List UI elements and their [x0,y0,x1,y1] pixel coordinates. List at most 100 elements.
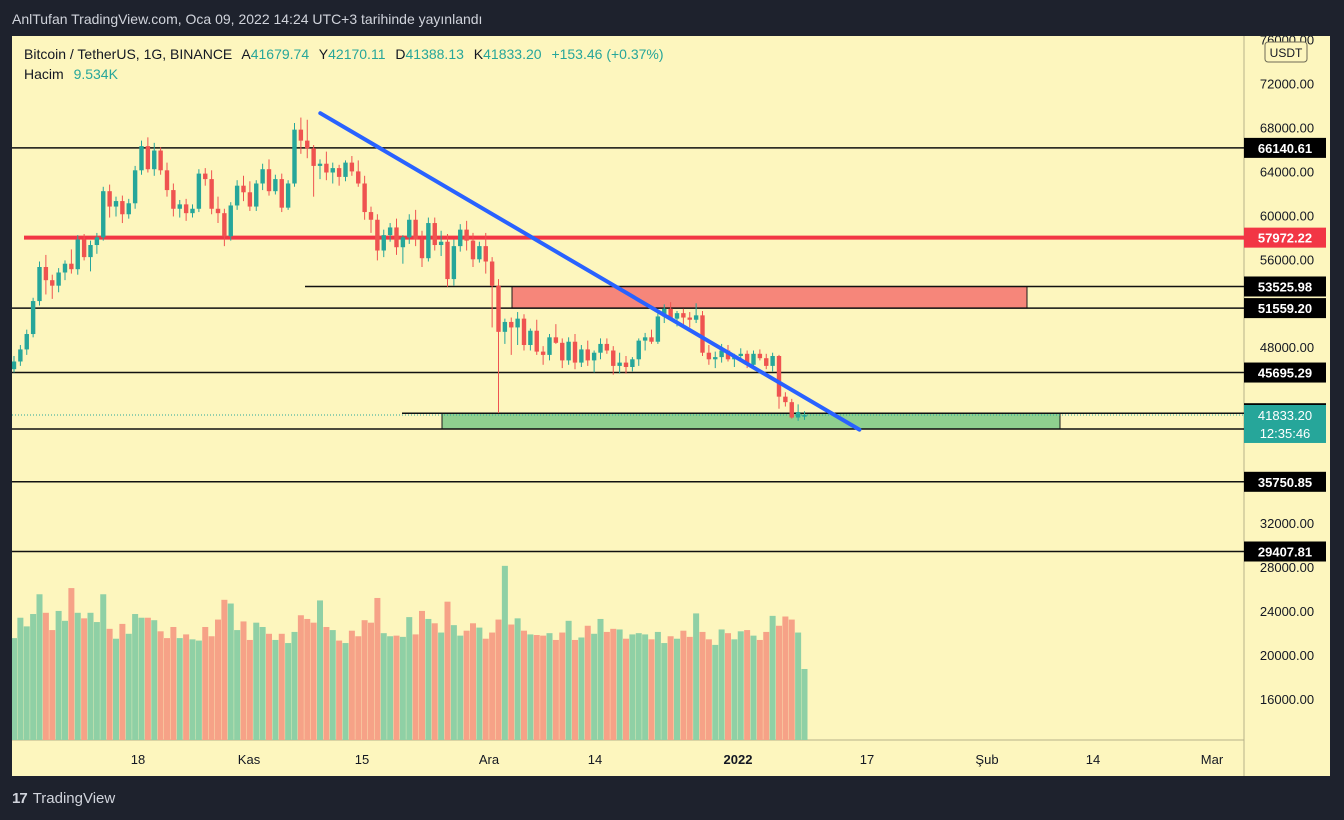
volume-bar [81,618,88,740]
volume-bar [368,622,374,740]
current-price-badge [1244,404,1326,443]
candle-body [285,183,291,208]
candle-body [560,342,565,361]
volume-bar [769,615,776,740]
candle-body [56,272,61,286]
candle-body [209,179,214,209]
volume-bar [578,637,585,740]
volume-bar [170,626,177,740]
volume-bar [310,622,317,740]
volume-bar [266,633,272,740]
candle-body [43,266,49,281]
volume-bar [667,636,674,740]
candle-body [668,308,673,319]
candle-body [579,349,584,363]
volume-bar [559,632,566,740]
volume-bar [552,639,559,740]
volume-bar [374,597,381,740]
candle-body [400,237,406,248]
legend-text: Bitcoin / TetherUS, 1G, BINANCE A41679.7… [24,46,664,62]
price-tick-label: 72000.00 [1260,77,1314,92]
chart-svg[interactable]: 76000.0072000.0068000.0064000.0060000.00… [11,33,1330,776]
candle-body [228,205,233,237]
candle-body [553,337,559,343]
candle-body [324,163,329,173]
candle-body [120,201,125,215]
candle-body [464,229,469,241]
candle-body [764,358,769,366]
candle-body [757,353,763,359]
volume-bar [425,618,432,740]
candle-body [706,352,712,360]
volume-bar [361,620,368,740]
candle-body [611,350,616,366]
candle-body [368,212,374,220]
volume-bar [610,628,617,740]
volume-bar [584,625,591,740]
volume-bar [291,631,298,740]
candle-body [387,227,393,236]
candle-body [241,185,246,193]
volume-bar [234,630,241,740]
candle-body [681,313,686,318]
volume-bar [712,644,719,740]
time-axis: 18 Kas 15 Ara 14 2022 17 Şub 14 Mar [131,752,1224,767]
volume-bar [87,612,94,740]
countdown-label: 12:35:46 [1260,426,1311,441]
volume-bar [74,612,81,740]
volume-bar [246,639,253,740]
volume-bar [176,638,183,740]
candle-body [215,208,221,214]
price-badge-label: 45695.29 [1258,366,1312,381]
candle-body [719,350,724,358]
legend-close-label: K [474,46,484,62]
legend-change: +153.46 (+0.37%) [551,46,663,62]
volume-bar [744,630,751,740]
trendline-layer [318,111,862,432]
volume-bar [100,594,107,740]
volume-bar [399,636,406,740]
volume-bar [737,631,744,740]
volume-bar [68,588,75,740]
price-badge [1244,227,1326,248]
time-tick-label: Kas [238,752,261,767]
price-badge-label: 66140.61 [1258,141,1312,156]
volume-bar [419,610,425,740]
chart-container[interactable]: 76000.0072000.0068000.0064000.0060000.00… [11,33,1330,776]
candle-body [30,301,36,335]
candle-body [547,337,552,355]
volume-bar [699,631,706,740]
volume-bar [450,625,457,740]
candle-body [598,343,603,353]
volume-bar [138,617,145,740]
volume-bar [795,632,802,740]
volume-bar [463,630,470,740]
candle-body [744,353,750,365]
volume-bar [533,635,540,740]
volume-bar [412,634,419,740]
volume-bar [565,620,572,740]
currency-button-frame[interactable] [1264,41,1308,63]
legend-open-label: A [241,46,251,62]
time-tick-label: Şub [975,752,998,767]
volume-bar [438,632,445,740]
candle-body [770,356,775,366]
candle-body [266,169,272,192]
tradingview-logo[interactable]: 17 TradingView [12,790,115,807]
candle-body [534,330,539,352]
candle-body [279,179,284,208]
candle-body [477,246,482,260]
candle-body [700,315,705,353]
candle-body [515,318,520,328]
candle-body [273,179,278,192]
price-badge [1244,137,1326,158]
legend-low-label: D [395,46,405,62]
volume-value: 9.534K [74,66,119,82]
volume-bar [11,638,17,740]
volume-bar [648,639,655,740]
volume-bar [151,620,158,740]
publish-text: AnlTufan TradingView.com, Oca 09, 2022 1… [12,11,483,27]
price-tick-label: 32000.00 [1260,516,1314,531]
volume-bar [680,630,687,740]
currency-button[interactable]: USDT [1264,41,1308,63]
